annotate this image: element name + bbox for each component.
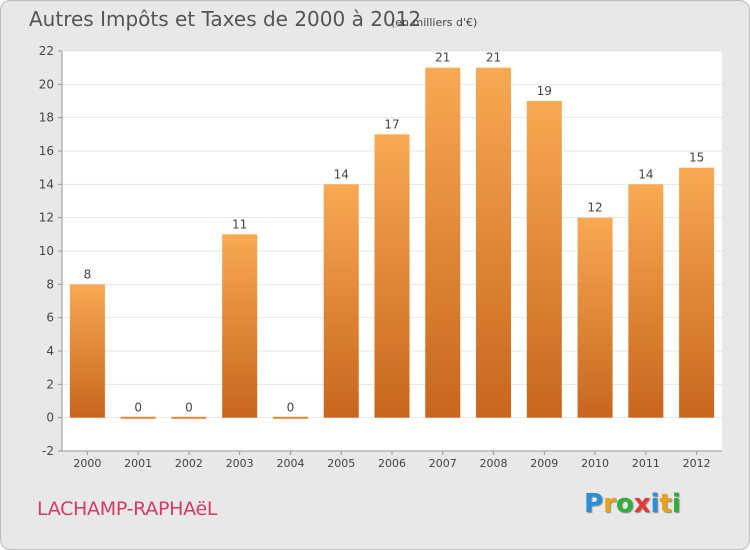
y-tick-label: 22 [39,44,54,58]
unit-note: (en milliers d'€) [391,16,478,29]
logo-letter: t [659,489,672,519]
logo-letter: o [615,489,634,519]
x-tick-label: 2003 [226,457,254,470]
data-label: 17 [384,117,399,131]
y-tick-label: 12 [39,211,54,225]
bar-2006 [374,134,410,418]
logo-letter: i [671,489,681,519]
y-tick-label: 18 [39,111,54,125]
logo-letter: P [584,489,604,519]
data-label: 8 [84,267,92,281]
y-tick-label: 6 [46,311,54,325]
axes: -2 0 2 4 6 8 10 12 14 16 18 20 22 2000 2001 2002 2003 200… [39,44,722,470]
proxiti-logo: Proxiti [584,489,681,519]
x-tick-label: 2001 [124,457,152,470]
x-tick-label: 2002 [175,457,203,470]
y-tick-label: 0 [46,411,54,425]
bar-2005 [323,184,359,418]
y-tick-label: 2 [46,377,54,391]
x-tick-label: 2012 [683,457,711,470]
bar-2009 [526,101,562,418]
y-tick-label: 16 [39,144,54,158]
data-label: 14 [334,167,349,181]
data-label: 0 [134,401,142,415]
bar-2012 [679,167,715,418]
x-tick-label: 2006 [378,457,406,470]
data-label: 14 [638,167,653,181]
x-tick-label: 2004 [276,457,304,470]
commune-name: LACHAMP-RAPHAëL [37,498,218,520]
x-tick-label: 2010 [581,457,609,470]
bar-2007 [425,67,461,418]
y-tick-label: 10 [39,244,54,258]
bar-2000 [69,284,105,418]
logo-letter: x [633,489,651,519]
bar-2002 [171,416,207,419]
y-tick-label: 4 [46,344,54,358]
data-label: 12 [587,201,602,215]
y-tick-label: -2 [42,444,54,458]
data-label: 0 [287,401,295,415]
data-label: 11 [232,217,247,231]
y-tick-label: 14 [39,177,54,191]
chart-title: Autres Impôts et Taxes de 2000 à 2012 [29,7,422,31]
y-tick-label: 8 [46,277,54,291]
bars [69,67,715,419]
bar-2003 [222,234,258,418]
bar-2010 [577,217,613,418]
x-tick-label: 2011 [632,457,660,470]
data-label: 19 [537,84,552,98]
x-tick-label: 2000 [73,457,101,470]
bar-2011 [628,184,664,418]
data-label: 21 [435,51,450,65]
x-tick-label: 2008 [480,457,508,470]
x-tick-label: 2009 [530,457,558,470]
bar-2004 [272,416,308,419]
bar-2001 [120,416,156,419]
y-tick-label: 20 [39,77,54,91]
bar-2008 [476,67,512,418]
data-label: 21 [486,51,501,65]
data-label: 15 [689,151,704,165]
data-label: 0 [185,401,193,415]
labels: 8 0 0 11 0 14 17 21 21 19 12 14 15 [84,51,705,415]
logo-letter: i [650,489,660,519]
x-tick-label: 2005 [327,457,355,470]
logo-letter: r [603,489,616,519]
x-tick-label: 2007 [429,457,457,470]
